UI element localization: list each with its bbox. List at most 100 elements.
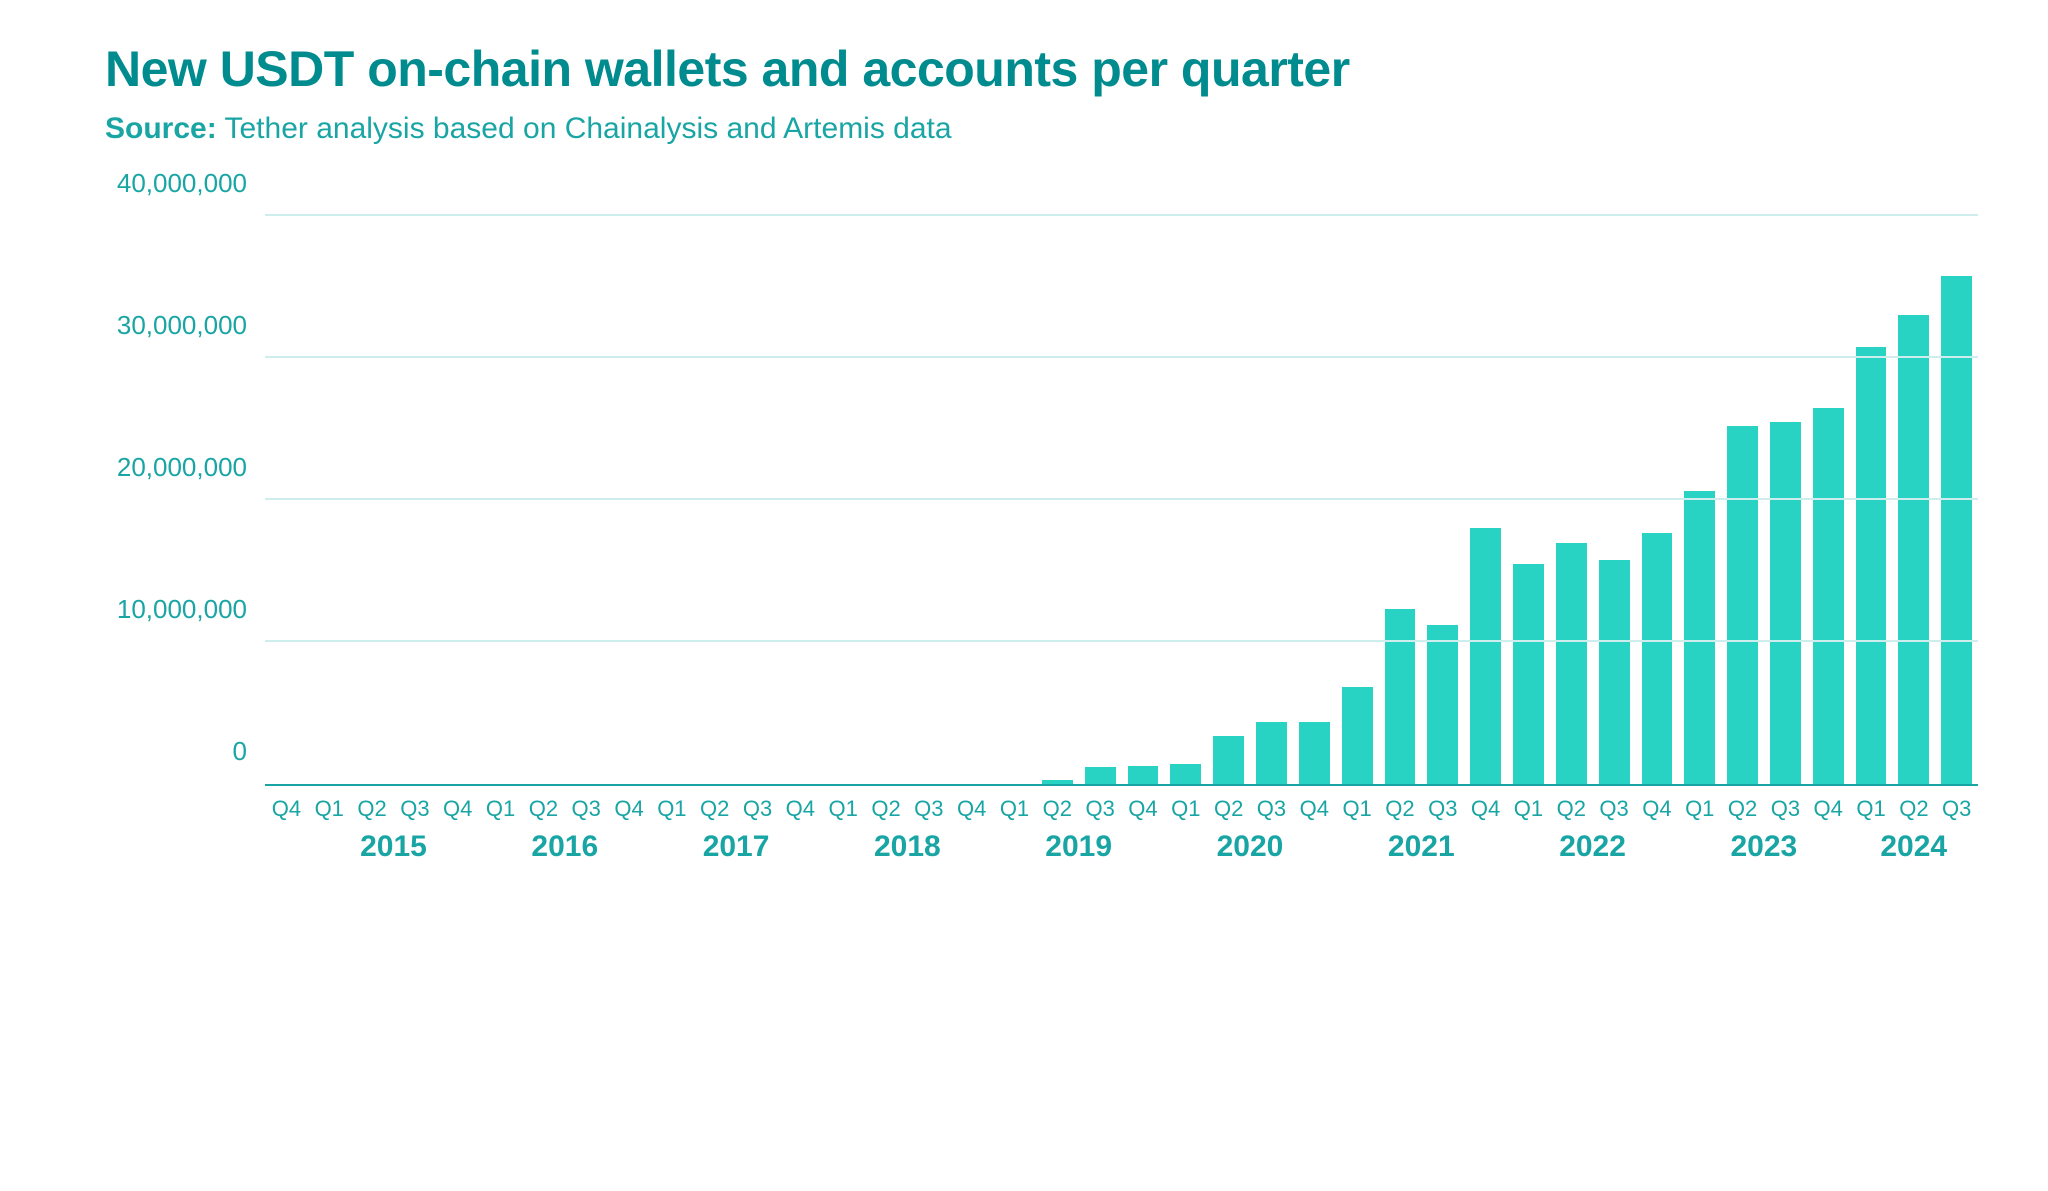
bar-slot xyxy=(950,216,993,784)
bar-slot xyxy=(1079,216,1122,784)
bar-slot xyxy=(693,216,736,784)
x-tick-label: Q4 xyxy=(1807,796,1850,822)
bar xyxy=(1427,625,1458,784)
bar-slot xyxy=(1807,216,1850,784)
x-axis: Q4Q1Q2Q3Q4Q1Q2Q3Q4Q1Q2Q3Q4Q1Q2Q3Q4Q1Q2Q3… xyxy=(265,796,1978,822)
bar xyxy=(1042,780,1073,784)
gridline xyxy=(265,356,1978,358)
bar xyxy=(1898,315,1929,784)
y-tick-label: 20,000,000 xyxy=(117,452,247,483)
year-label: 2016 xyxy=(531,830,598,864)
y-tick-label: 40,000,000 xyxy=(117,168,247,199)
year-label: 2023 xyxy=(1731,830,1798,864)
bar-slot xyxy=(1678,216,1721,784)
bar-slot xyxy=(1250,216,1293,784)
bar xyxy=(1385,609,1416,784)
x-tick-label: Q2 xyxy=(522,796,565,822)
year-label: 2018 xyxy=(874,830,941,864)
y-tick-label: 0 xyxy=(233,736,247,767)
bar-slot xyxy=(1122,216,1165,784)
bar-slot xyxy=(479,216,522,784)
bar-slot xyxy=(1550,216,1593,784)
bar-slot xyxy=(1636,216,1679,784)
x-tick-label: Q1 xyxy=(1678,796,1721,822)
x-tick-label: Q3 xyxy=(1421,796,1464,822)
bars-container xyxy=(265,216,1978,784)
bar xyxy=(1642,533,1673,784)
x-tick-label: Q3 xyxy=(565,796,608,822)
x-tick-label: Q1 xyxy=(1336,796,1379,822)
bar-slot xyxy=(1036,216,1079,784)
bar xyxy=(1085,767,1116,784)
year-label: 2019 xyxy=(1045,830,1112,864)
bar xyxy=(1128,766,1159,784)
bar-slot xyxy=(1850,216,1893,784)
x-tick-label: Q2 xyxy=(1892,796,1935,822)
chart-title: New USDT on-chain wallets and accounts p… xyxy=(105,40,1978,98)
year-axis: 2015201620172018201920202021202220232024 xyxy=(265,830,1978,866)
bar xyxy=(1684,491,1715,784)
x-tick-label: Q2 xyxy=(1550,796,1593,822)
x-tick-label: Q1 xyxy=(308,796,351,822)
y-tick-label: 10,000,000 xyxy=(117,594,247,625)
bar-slot xyxy=(1379,216,1422,784)
x-tick-label: Q2 xyxy=(351,796,394,822)
year-label: 2015 xyxy=(360,830,427,864)
bar-slot xyxy=(1764,216,1807,784)
year-label: 2022 xyxy=(1559,830,1626,864)
year-label: 2020 xyxy=(1217,830,1284,864)
plot-area: 010,000,00020,000,00030,000,00040,000,00… xyxy=(265,216,1978,786)
bar xyxy=(1770,422,1801,784)
bar-slot xyxy=(1935,216,1978,784)
x-tick-label: Q3 xyxy=(393,796,436,822)
x-tick-label: Q4 xyxy=(779,796,822,822)
x-tick-label: Q3 xyxy=(907,796,950,822)
bar xyxy=(1170,764,1201,784)
x-tick-label: Q3 xyxy=(1764,796,1807,822)
bar-slot xyxy=(308,216,351,784)
x-tick-label: Q1 xyxy=(1164,796,1207,822)
bar-slot xyxy=(822,216,865,784)
bar xyxy=(1727,426,1758,784)
bar xyxy=(1470,528,1501,784)
bar xyxy=(1342,687,1373,784)
bar-slot xyxy=(1593,216,1636,784)
bar-slot xyxy=(907,216,950,784)
x-tick-label: Q1 xyxy=(479,796,522,822)
bar-slot xyxy=(608,216,651,784)
bar xyxy=(1856,347,1887,784)
bar-slot xyxy=(650,216,693,784)
y-tick-label: 30,000,000 xyxy=(117,310,247,341)
bar-slot xyxy=(436,216,479,784)
bar xyxy=(1256,722,1287,784)
bar-slot xyxy=(393,216,436,784)
gridline xyxy=(265,640,1978,642)
bar-slot xyxy=(1421,216,1464,784)
x-tick-label: Q4 xyxy=(1293,796,1336,822)
x-tick-label: Q2 xyxy=(1207,796,1250,822)
x-tick-label: Q1 xyxy=(993,796,1036,822)
bar-slot xyxy=(351,216,394,784)
x-tick-label: Q2 xyxy=(1036,796,1079,822)
x-tick-label: Q4 xyxy=(1636,796,1679,822)
year-label: 2021 xyxy=(1388,830,1455,864)
bar-slot xyxy=(265,216,308,784)
bar-slot xyxy=(779,216,822,784)
x-tick-label: Q4 xyxy=(436,796,479,822)
bar-slot xyxy=(1164,216,1207,784)
bar-slot xyxy=(1507,216,1550,784)
bar xyxy=(1599,560,1630,784)
bar xyxy=(1213,736,1244,784)
bar xyxy=(1299,722,1330,784)
x-tick-label: Q3 xyxy=(736,796,779,822)
gridline xyxy=(265,214,1978,216)
x-tick-label: Q3 xyxy=(1250,796,1293,822)
bar-slot xyxy=(565,216,608,784)
x-tick-label: Q3 xyxy=(1593,796,1636,822)
bar-slot xyxy=(1293,216,1336,784)
x-tick-label: Q2 xyxy=(1379,796,1422,822)
x-tick-label: Q1 xyxy=(1850,796,1893,822)
bar xyxy=(1513,564,1544,784)
bar-slot xyxy=(1336,216,1379,784)
bar-slot xyxy=(993,216,1036,784)
